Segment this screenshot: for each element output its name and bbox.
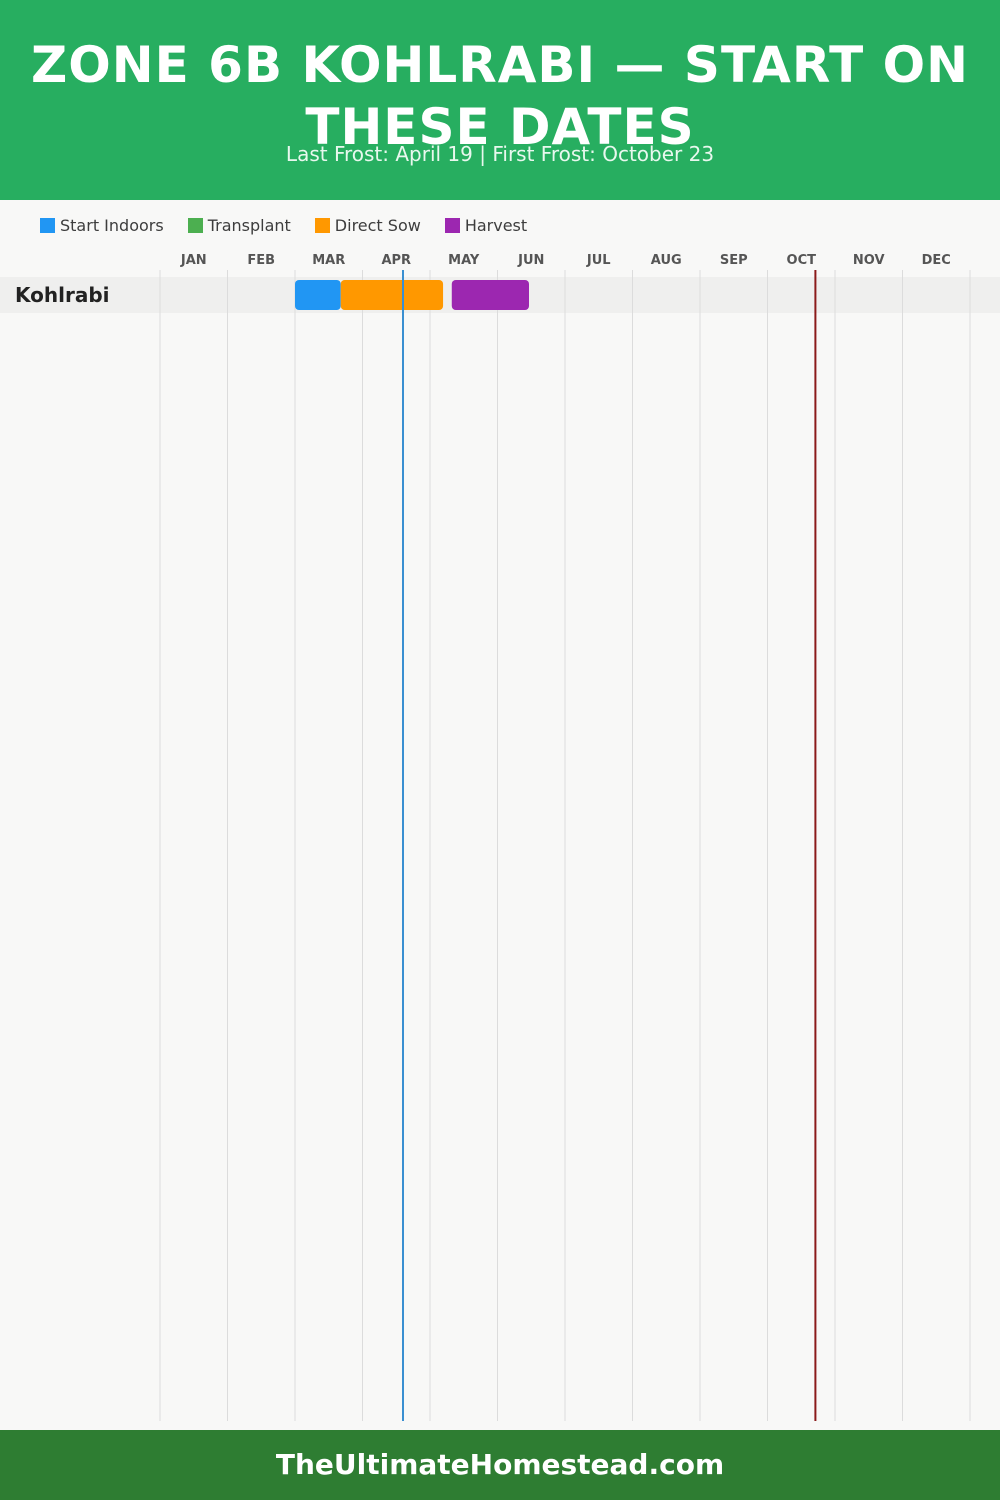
legend-swatch bbox=[40, 217, 55, 233]
legend: Start Indoors Transplant Direct Sow Harv… bbox=[40, 214, 551, 236]
legend-swatch bbox=[187, 217, 203, 233]
frost-dates-subtitle: Last Frost: April 19 | First Frost: Octo… bbox=[285, 142, 715, 166]
month-label: SEP bbox=[720, 253, 748, 268]
task-bar-direct-sow bbox=[340, 280, 444, 310]
month-label: JUL bbox=[586, 253, 611, 268]
page-title: ZONE 6B KOHLRABI — START ON THESE DATES bbox=[31, 36, 969, 156]
legend-label: Direct Sow bbox=[334, 215, 421, 235]
month-label: JUN bbox=[517, 253, 544, 268]
footer-banner: TheUltimateHomestead.com bbox=[0, 1430, 1000, 1500]
month-label: JAN bbox=[180, 253, 207, 268]
month-label: MAR bbox=[312, 253, 345, 268]
legend-label: Harvest bbox=[464, 215, 528, 235]
legend-item-transplant: Transplant bbox=[187, 215, 291, 235]
legend-item-start-indoors: Start Indoors bbox=[40, 216, 164, 235]
task-bar-start-indoors bbox=[295, 280, 341, 310]
month-label: APR bbox=[381, 253, 411, 268]
month-label: MAY bbox=[448, 253, 480, 268]
month-label: FEB bbox=[247, 253, 275, 268]
legend-item-direct-sow: Direct Sow bbox=[314, 215, 421, 235]
header-banner: ZONE 6B KOHLRABI — START ON THESE DATES … bbox=[0, 0, 1000, 200]
legend-swatch bbox=[314, 217, 330, 233]
legend-label: Transplant bbox=[207, 215, 291, 235]
month-label: OCT bbox=[787, 253, 817, 268]
month-label: AUG bbox=[651, 253, 682, 268]
month-label: NOV bbox=[853, 253, 885, 268]
month-label: DEC bbox=[922, 253, 951, 268]
legend-item-harvest: Harvest bbox=[444, 215, 528, 235]
task-bar-harvest bbox=[451, 280, 529, 310]
site-url: TheUltimateHomestead.com bbox=[275, 1448, 725, 1481]
planting-calendar-chart: JAN FEB MAR APR MAY JUN JUL AUG SEP OCT NOV DEC Kohl… bbox=[0, 253, 1000, 1421]
legend-label: Start Indoors bbox=[60, 215, 164, 235]
legend-swatch bbox=[444, 217, 460, 233]
crop-label: Kohlrabi bbox=[15, 283, 110, 307]
